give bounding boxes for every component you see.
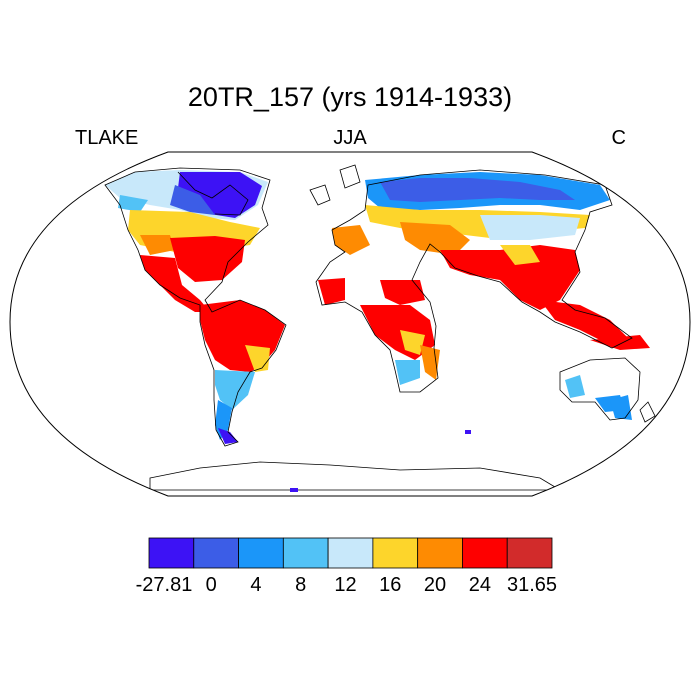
colorbar-tick-label: 16: [379, 574, 402, 596]
colorbar-swatch-2: [238, 537, 284, 569]
coastlines: [104, 164, 656, 491]
colorbar-swatch-3: [282, 537, 329, 569]
colorbar-tick-label: -27.81: [135, 574, 193, 596]
colorbar-swatch-0: [148, 537, 195, 569]
colorbar-tick-label: 24: [468, 574, 491, 596]
variable-label: TLAKE: [75, 127, 139, 149]
map-title: 20TR_157 (yrs 1914-1933): [187, 82, 513, 112]
colorbar-swatch-4: [327, 537, 374, 569]
colorbar-tick-label: 20: [423, 574, 447, 596]
colorbar-swatch-5: [372, 537, 419, 569]
units-label: C: [611, 127, 626, 149]
colorbar-tick-label: 0: [205, 574, 217, 596]
australia-field: [565, 335, 650, 420]
colorbar-swatch-8: [506, 537, 553, 569]
colorbar-swatch-6: [417, 537, 463, 569]
colorbar-swatch-1: [193, 537, 239, 569]
colorbar-swatch-7: [462, 537, 508, 569]
antarctica-field: [290, 430, 471, 492]
colorbar-tick-label: 8: [295, 574, 307, 596]
africa-field: [318, 278, 440, 385]
north-america-field: [105, 170, 268, 312]
eurasia-field: [332, 172, 630, 345]
season-label: JJA: [333, 127, 367, 149]
colorbar-tick-label: 12: [334, 574, 357, 596]
colorbar-tick-label: 31.65: [506, 574, 558, 596]
colorbar-tick-label: 4: [250, 574, 262, 596]
